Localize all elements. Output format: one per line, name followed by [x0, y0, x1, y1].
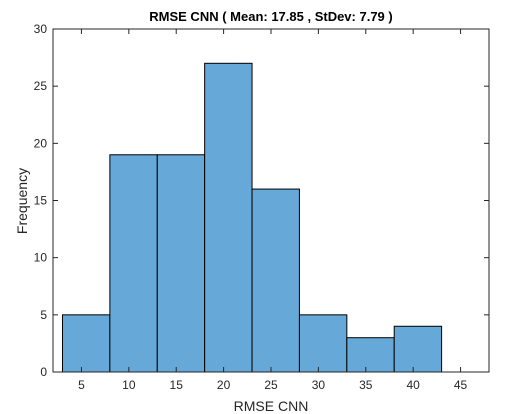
x-tick-label: 5 [78, 378, 85, 392]
x-tick-label: 30 [312, 378, 326, 392]
histogram-bar [251, 188, 300, 373]
y-tick-label: 10 [34, 251, 48, 265]
chart-title: RMSE CNN ( Mean: 17.85 , StDev: 7.79 ) [149, 9, 392, 24]
histogram-bar [156, 154, 206, 373]
histogram-bar [298, 314, 348, 373]
x-tick-label: 10 [122, 378, 136, 392]
histogram-bar [346, 337, 395, 373]
x-tick-label: 40 [406, 378, 420, 392]
histogram-bar [393, 325, 443, 373]
x-tick-label: 15 [170, 378, 184, 392]
y-tick-label: 0 [40, 365, 47, 379]
x-axis-label: RMSE CNN [234, 398, 309, 414]
histogram-bar [204, 62, 253, 373]
y-tick-label: 20 [34, 136, 48, 150]
y-axis-label: Frequency [14, 168, 30, 234]
x-tick-label: 20 [217, 378, 231, 392]
y-tick-label: 5 [40, 308, 47, 322]
x-tick-label: 35 [359, 378, 373, 392]
y-tick-label: 15 [34, 194, 48, 208]
histogram-bar [61, 314, 111, 373]
y-tick-label: 30 [34, 22, 48, 36]
x-ticks: 5 10 15 20 25 30 35 40 45 [78, 29, 468, 392]
y-ticks: 0 5 10 15 20 25 30 [34, 22, 489, 379]
y-tick-label: 25 [34, 79, 48, 93]
x-tick-label: 25 [264, 378, 278, 392]
histogram-bar [109, 154, 158, 373]
x-tick-label: 45 [454, 378, 468, 392]
bars-group [61, 62, 443, 373]
